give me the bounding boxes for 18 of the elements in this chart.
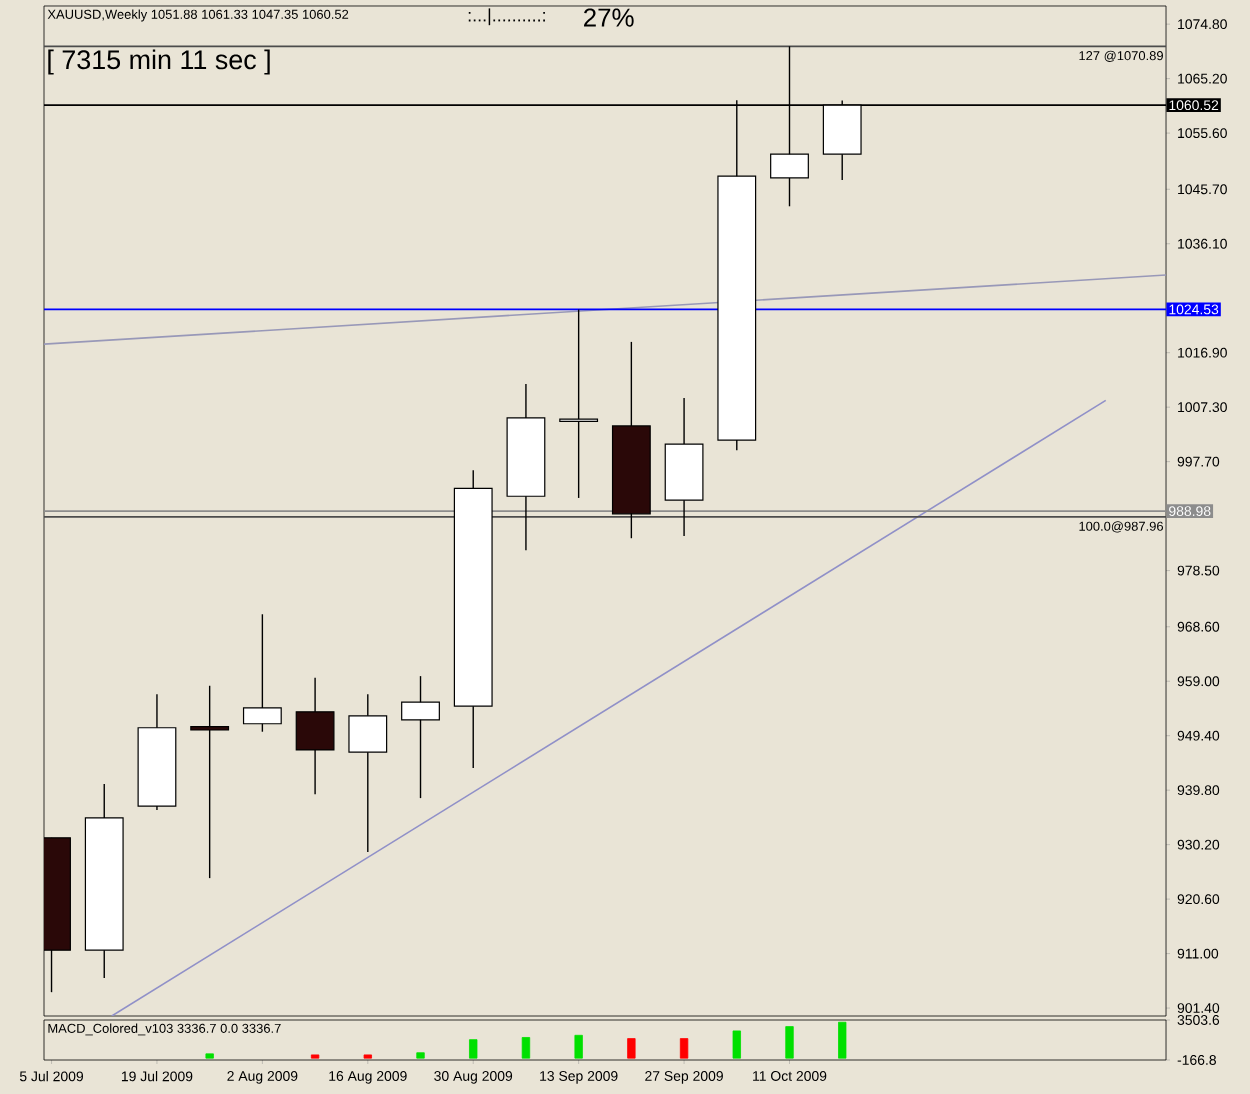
bar	[416, 1052, 425, 1059]
bar	[521, 1037, 531, 1059]
bar	[785, 1026, 794, 1059]
annotation: 27%	[584, 8, 634, 27]
candlestick	[401, 675, 440, 799]
bar	[469, 1039, 478, 1059]
candlestick	[348, 693, 388, 853]
bar	[574, 1034, 583, 1059]
annotation: :...|..........:	[468, 8, 545, 26]
annotation: [ 7315 min 11 sec ]	[48, 49, 270, 75]
candlestick	[190, 685, 230, 879]
bar	[205, 1053, 214, 1059]
bar	[679, 1038, 689, 1059]
bar	[627, 1038, 636, 1059]
bar	[732, 1030, 741, 1059]
candlestick	[295, 677, 335, 795]
candlestick	[559, 308, 599, 499]
candlestick	[242, 613, 282, 733]
